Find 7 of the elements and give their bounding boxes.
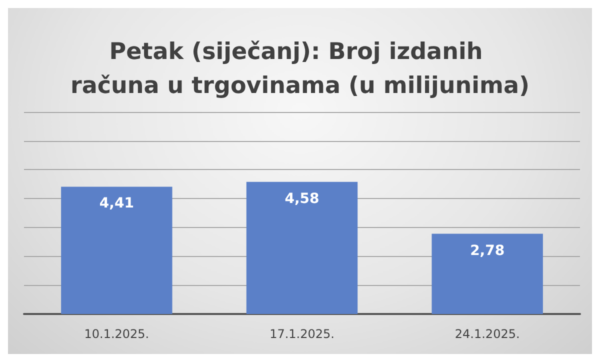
chart-title: Petak (siječanj): Broj izdanih računa u trgovinama (u milijunima)	[70, 39, 530, 99]
x-tick-label: 10.1.2025.	[84, 327, 150, 341]
data-label: 4,58	[284, 190, 320, 207]
data-label: 2,78	[470, 242, 505, 259]
x-tick-label: 24.1.2025.	[454, 327, 520, 341]
data-label: 4,41	[99, 196, 134, 212]
x-tick-label: 17.1.2025.	[270, 327, 334, 341]
